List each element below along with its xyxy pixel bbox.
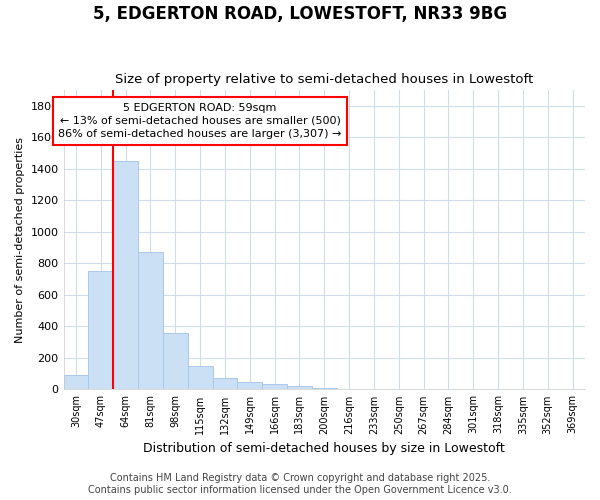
Bar bbox=[88, 271, 113, 390]
Bar bbox=[287, 386, 312, 390]
Text: 5, EDGERTON ROAD, LOWESTOFT, NR33 9BG: 5, EDGERTON ROAD, LOWESTOFT, NR33 9BG bbox=[93, 5, 507, 23]
Text: Contains HM Land Registry data © Crown copyright and database right 2025.
Contai: Contains HM Land Registry data © Crown c… bbox=[88, 474, 512, 495]
Bar bbox=[138, 252, 163, 390]
X-axis label: Distribution of semi-detached houses by size in Lowestoft: Distribution of semi-detached houses by … bbox=[143, 442, 505, 455]
Y-axis label: Number of semi-detached properties: Number of semi-detached properties bbox=[15, 136, 25, 342]
Bar bbox=[212, 378, 238, 390]
Bar bbox=[262, 384, 287, 390]
Bar bbox=[64, 375, 88, 390]
Bar bbox=[312, 388, 337, 390]
Bar bbox=[163, 332, 188, 390]
Bar bbox=[188, 366, 212, 390]
Bar bbox=[560, 388, 585, 390]
Text: 5 EDGERTON ROAD: 59sqm
← 13% of semi-detached houses are smaller (500)
86% of se: 5 EDGERTON ROAD: 59sqm ← 13% of semi-det… bbox=[58, 102, 342, 139]
Bar bbox=[337, 388, 362, 390]
Title: Size of property relative to semi-detached houses in Lowestoft: Size of property relative to semi-detach… bbox=[115, 73, 533, 86]
Bar bbox=[238, 382, 262, 390]
Bar bbox=[113, 161, 138, 390]
